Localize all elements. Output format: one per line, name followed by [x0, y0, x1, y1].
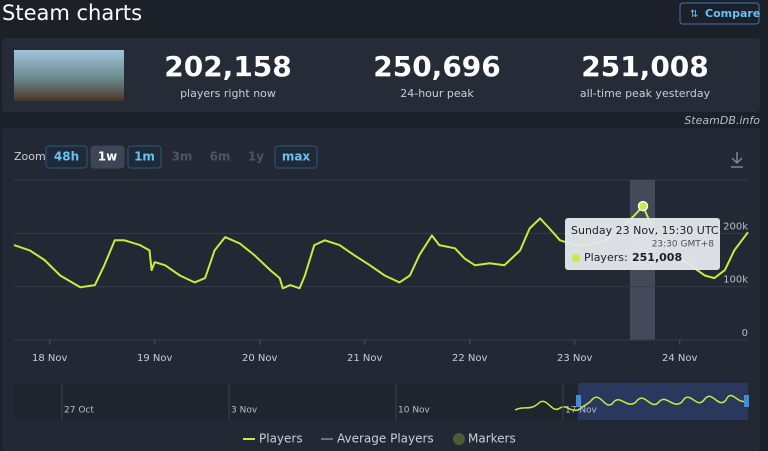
- x-tick-label: 19 Nov: [137, 353, 173, 364]
- download-icon[interactable]: [731, 152, 743, 168]
- stats-panel: [2, 38, 760, 112]
- source-label: SteamDB.info: [684, 114, 760, 127]
- page-title: Steam charts: [2, 1, 142, 25]
- zoom-option[interactable]: max: [282, 150, 311, 164]
- tooltip-label: Players:: [584, 251, 628, 264]
- navigator-label: 10 Nov: [398, 406, 431, 416]
- tooltip-value: 251,008: [632, 251, 682, 264]
- zoom-option[interactable]: 1w: [98, 150, 117, 164]
- tooltip-subtitle: 23:30 GMT+8: [652, 240, 715, 250]
- y-tick-label: 200k: [723, 221, 748, 232]
- zoom-option[interactable]: 48h: [54, 150, 79, 164]
- stat-label: players right now: [180, 87, 276, 100]
- zoom-button[interactable]: [90, 145, 125, 169]
- navigator-label: 27 Oct: [64, 406, 94, 416]
- navigator-handle[interactable]: [744, 395, 749, 407]
- legend-label[interactable]: Players: [259, 432, 303, 446]
- tooltip-box: [565, 218, 720, 270]
- game-thumbnail: [14, 50, 124, 101]
- compare-label[interactable]: Compare: [705, 7, 760, 20]
- navigator-label: 17 Nov: [565, 406, 598, 416]
- compare-icon: ⇅: [690, 9, 698, 20]
- navigator-handle[interactable]: [576, 395, 581, 407]
- x-tick-label: 23 Nov: [557, 353, 593, 364]
- zoom-button[interactable]: [45, 145, 88, 169]
- stat-label: 24-hour peak: [400, 87, 474, 100]
- x-tick-label: 20 Nov: [242, 353, 278, 364]
- tooltip-title: Sunday 23 Nov, 15:30 UTC: [571, 224, 719, 237]
- zoom-button[interactable]: [127, 145, 162, 169]
- tooltip: Sunday 23 Nov, 15:30 UTC 23:30 GMT+8 Pla…: [565, 218, 720, 270]
- y-tick-label: 100k: [723, 275, 748, 286]
- zoom-option[interactable]: 1m: [134, 150, 155, 164]
- zoom-option[interactable]: 3m: [172, 150, 193, 164]
- x-tick-label: 18 Nov: [32, 353, 68, 364]
- compare-button[interactable]: [679, 2, 760, 25]
- legend-label[interactable]: Average Players: [337, 432, 434, 446]
- zoom-button[interactable]: [274, 145, 318, 169]
- stat-value: 202,158: [164, 50, 292, 83]
- legend-swatch: [453, 433, 465, 445]
- highlight-point[interactable]: [637, 200, 649, 212]
- x-tick-label: 21 Nov: [347, 353, 383, 364]
- zoom-label: Zoom: [14, 150, 46, 163]
- x-tick-label: 24 Nov: [662, 353, 698, 364]
- x-tick-label: 22 Nov: [452, 353, 488, 364]
- tooltip-swatch: [572, 254, 580, 262]
- stat-label: all-time peak yesterday: [580, 87, 711, 100]
- y-tick-label: 0: [742, 328, 748, 339]
- legend-label[interactable]: Markers: [468, 432, 516, 446]
- navigator-sparkline: [514, 394, 749, 412]
- navigator-label: 3 Nov: [231, 406, 258, 416]
- stat-value: 251,008: [581, 50, 709, 83]
- zoom-option[interactable]: 6m: [210, 150, 231, 164]
- stat-value: 250,696: [373, 50, 501, 83]
- zoom-option[interactable]: 1y: [248, 150, 264, 164]
- chart-panel: [2, 128, 760, 451]
